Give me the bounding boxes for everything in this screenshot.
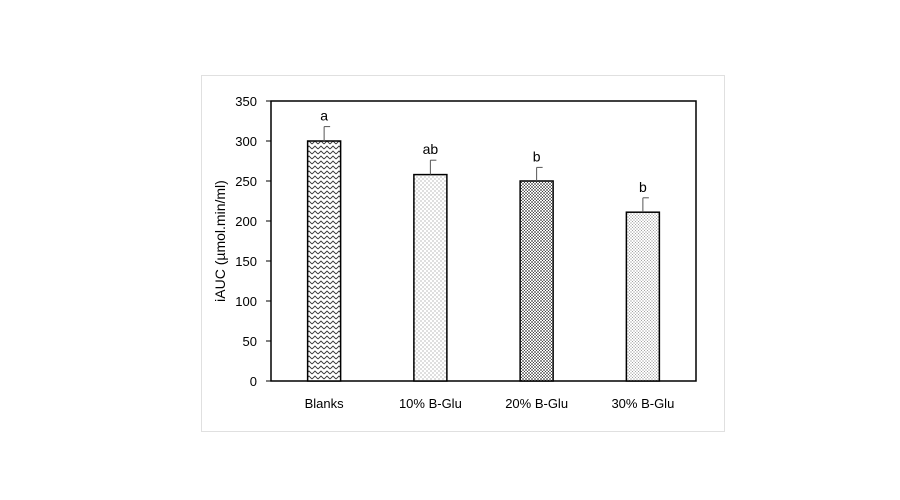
y-tick-label: 300 xyxy=(235,134,257,149)
bar xyxy=(413,173,448,382)
significance-label: b xyxy=(533,148,541,164)
x-tick-label: 30% B-Glu xyxy=(611,396,674,411)
y-axis: 0 50 100 150 200 250 300 350 xyxy=(235,94,271,389)
plot-area xyxy=(270,100,697,382)
x-tick-label: 10% B-Glu xyxy=(399,396,462,411)
y-tick-label: 50 xyxy=(243,334,257,349)
bars: a ab b b xyxy=(306,108,661,382)
y-tick-label: 350 xyxy=(235,94,257,109)
x-tick-label: Blanks xyxy=(305,396,345,411)
y-tick-label: 250 xyxy=(235,174,257,189)
y-tick-label: 150 xyxy=(235,254,257,269)
significance-label: a xyxy=(320,108,328,124)
bar xyxy=(519,180,554,382)
x-axis: Blanks 10% B-Glu 20% B-Glu 30% B-Glu xyxy=(305,396,675,411)
bar xyxy=(306,140,342,382)
x-tick-label: 20% B-Glu xyxy=(505,396,568,411)
significance-label: ab xyxy=(423,141,439,157)
y-axis-title: iAUC (µmol.min/ml) xyxy=(212,180,228,302)
y-tick-label: 100 xyxy=(235,294,257,309)
y-tick-label: 200 xyxy=(235,214,257,229)
y-tick-label: 0 xyxy=(250,374,257,389)
bar xyxy=(625,211,661,382)
significance-label: b xyxy=(639,179,647,195)
